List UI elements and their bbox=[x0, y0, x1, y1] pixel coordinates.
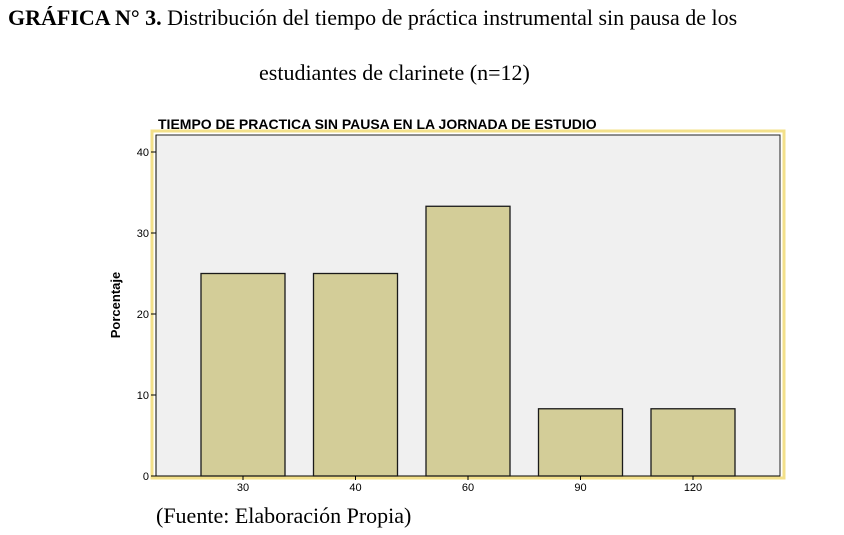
y-tick-label: 20 bbox=[137, 309, 149, 321]
source-note: (Fuente: Elaboración Propia) bbox=[156, 503, 412, 528]
y-tick-label: 30 bbox=[137, 228, 149, 240]
bar-30 bbox=[200, 272, 286, 477]
figure-caption-line1: GRÁFICA N° 3. Distribución del tiempo de… bbox=[8, 5, 838, 31]
x-tick-label: 90 bbox=[574, 482, 586, 494]
x-tick-label: 40 bbox=[349, 482, 361, 494]
y-ticks: 0 10 20 30 40 bbox=[137, 147, 156, 483]
x-tick-label: 120 bbox=[684, 482, 702, 494]
y-tick-label: 40 bbox=[137, 147, 149, 159]
x-tick-label: 60 bbox=[462, 482, 474, 494]
bar-60 bbox=[425, 205, 511, 477]
figure-caption-text: Distribución del tiempo de práctica inst… bbox=[161, 5, 738, 30]
bar-120 bbox=[650, 408, 736, 477]
bar-40 bbox=[312, 272, 399, 477]
y-tick-label: 0 bbox=[143, 471, 149, 483]
y-tick-label: 10 bbox=[137, 390, 149, 402]
y-axis-label: Porcentaje bbox=[108, 272, 123, 338]
x-tick-label: 30 bbox=[237, 482, 249, 494]
x-ticks: 30 40 60 90 120 bbox=[237, 476, 702, 494]
figure-caption-label: GRÁFICA N° 3. bbox=[8, 5, 162, 30]
bar-90 bbox=[537, 408, 624, 477]
figure-caption-line2: estudiantes de clarinete (n=12) bbox=[259, 60, 530, 85]
chart-title: TIEMPO DE PRACTICA SIN PAUSA EN LA JORNA… bbox=[158, 116, 597, 132]
